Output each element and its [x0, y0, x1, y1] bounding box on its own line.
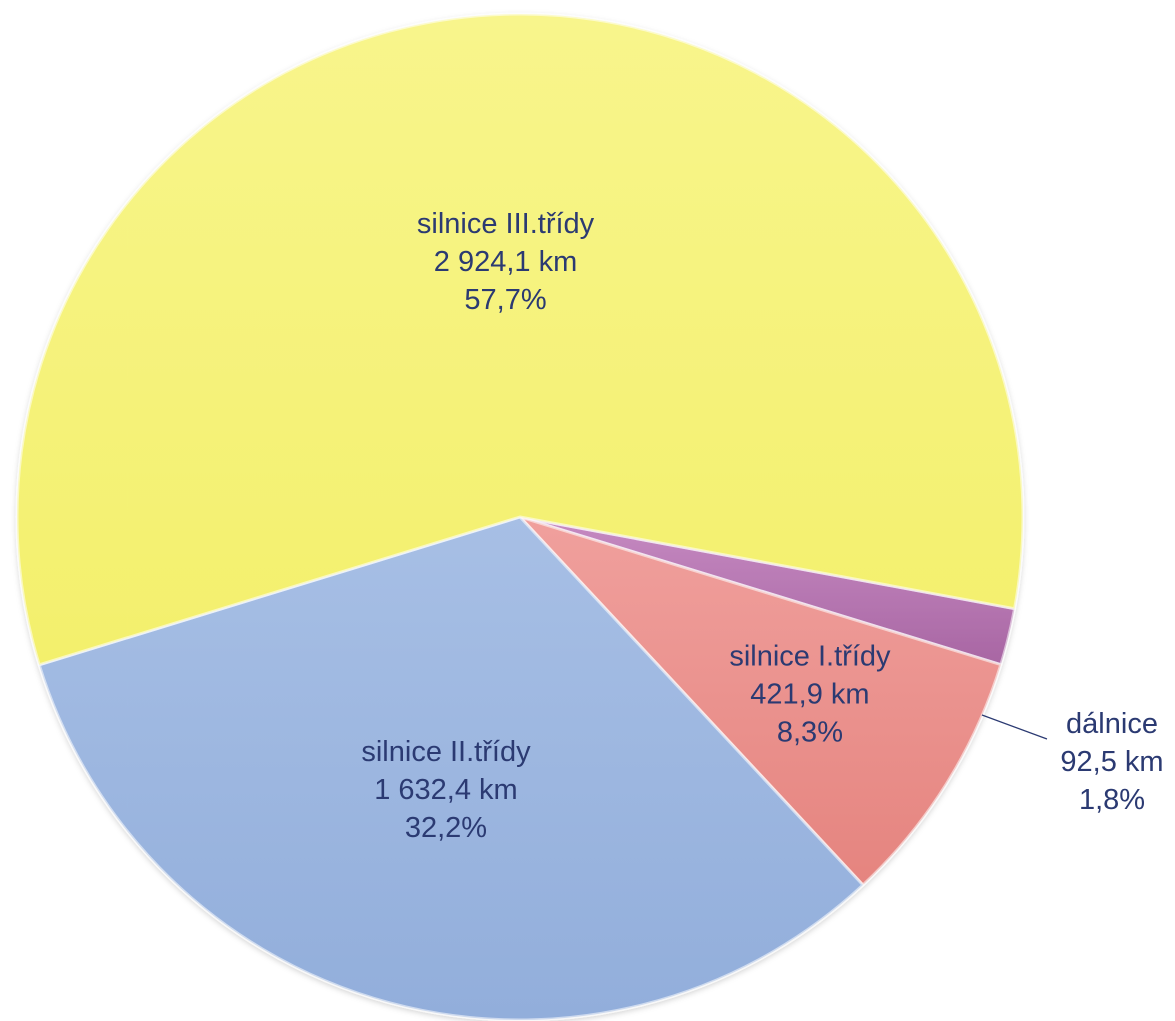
- pie-slices: [15, 12, 1025, 1021]
- label-value: 2 924,1 km: [434, 246, 577, 278]
- pie-slice-3: [37, 515, 865, 1021]
- pie-slice-4: [15, 12, 1025, 667]
- label-value: 92,5 km: [1060, 746, 1163, 778]
- label-value: 421,9 km: [750, 678, 869, 710]
- label-percent: 8,3%: [777, 716, 843, 748]
- leader-line: [981, 714, 1048, 740]
- label-percent: 32,2%: [405, 812, 487, 844]
- label-name: silnice III.třídy: [417, 208, 595, 240]
- data-label: silnice II.třídy 1 632,4 km 32,2%: [361, 736, 531, 844]
- data-label: silnice I.třídy 421,9 km 8,3%: [729, 640, 891, 748]
- label-name: dálnice: [1066, 708, 1158, 740]
- pie-labels: dálnice 92,5 km 1,8% silnice I.třídy 421,9 k…: [361, 208, 1163, 844]
- label-name: silnice I.třídy: [729, 640, 891, 672]
- data-label: dálnice 92,5 km 1,8%: [1060, 708, 1163, 816]
- label-name: silnice II.třídy: [361, 736, 531, 768]
- label-value: 1 632,4 km: [374, 774, 517, 806]
- label-percent: 1,8%: [1079, 784, 1145, 816]
- label-percent: 57,7%: [464, 284, 546, 316]
- pie-slice-2: [518, 515, 1003, 887]
- data-label: silnice III.třídy 2 924,1 km 57,7%: [417, 208, 595, 316]
